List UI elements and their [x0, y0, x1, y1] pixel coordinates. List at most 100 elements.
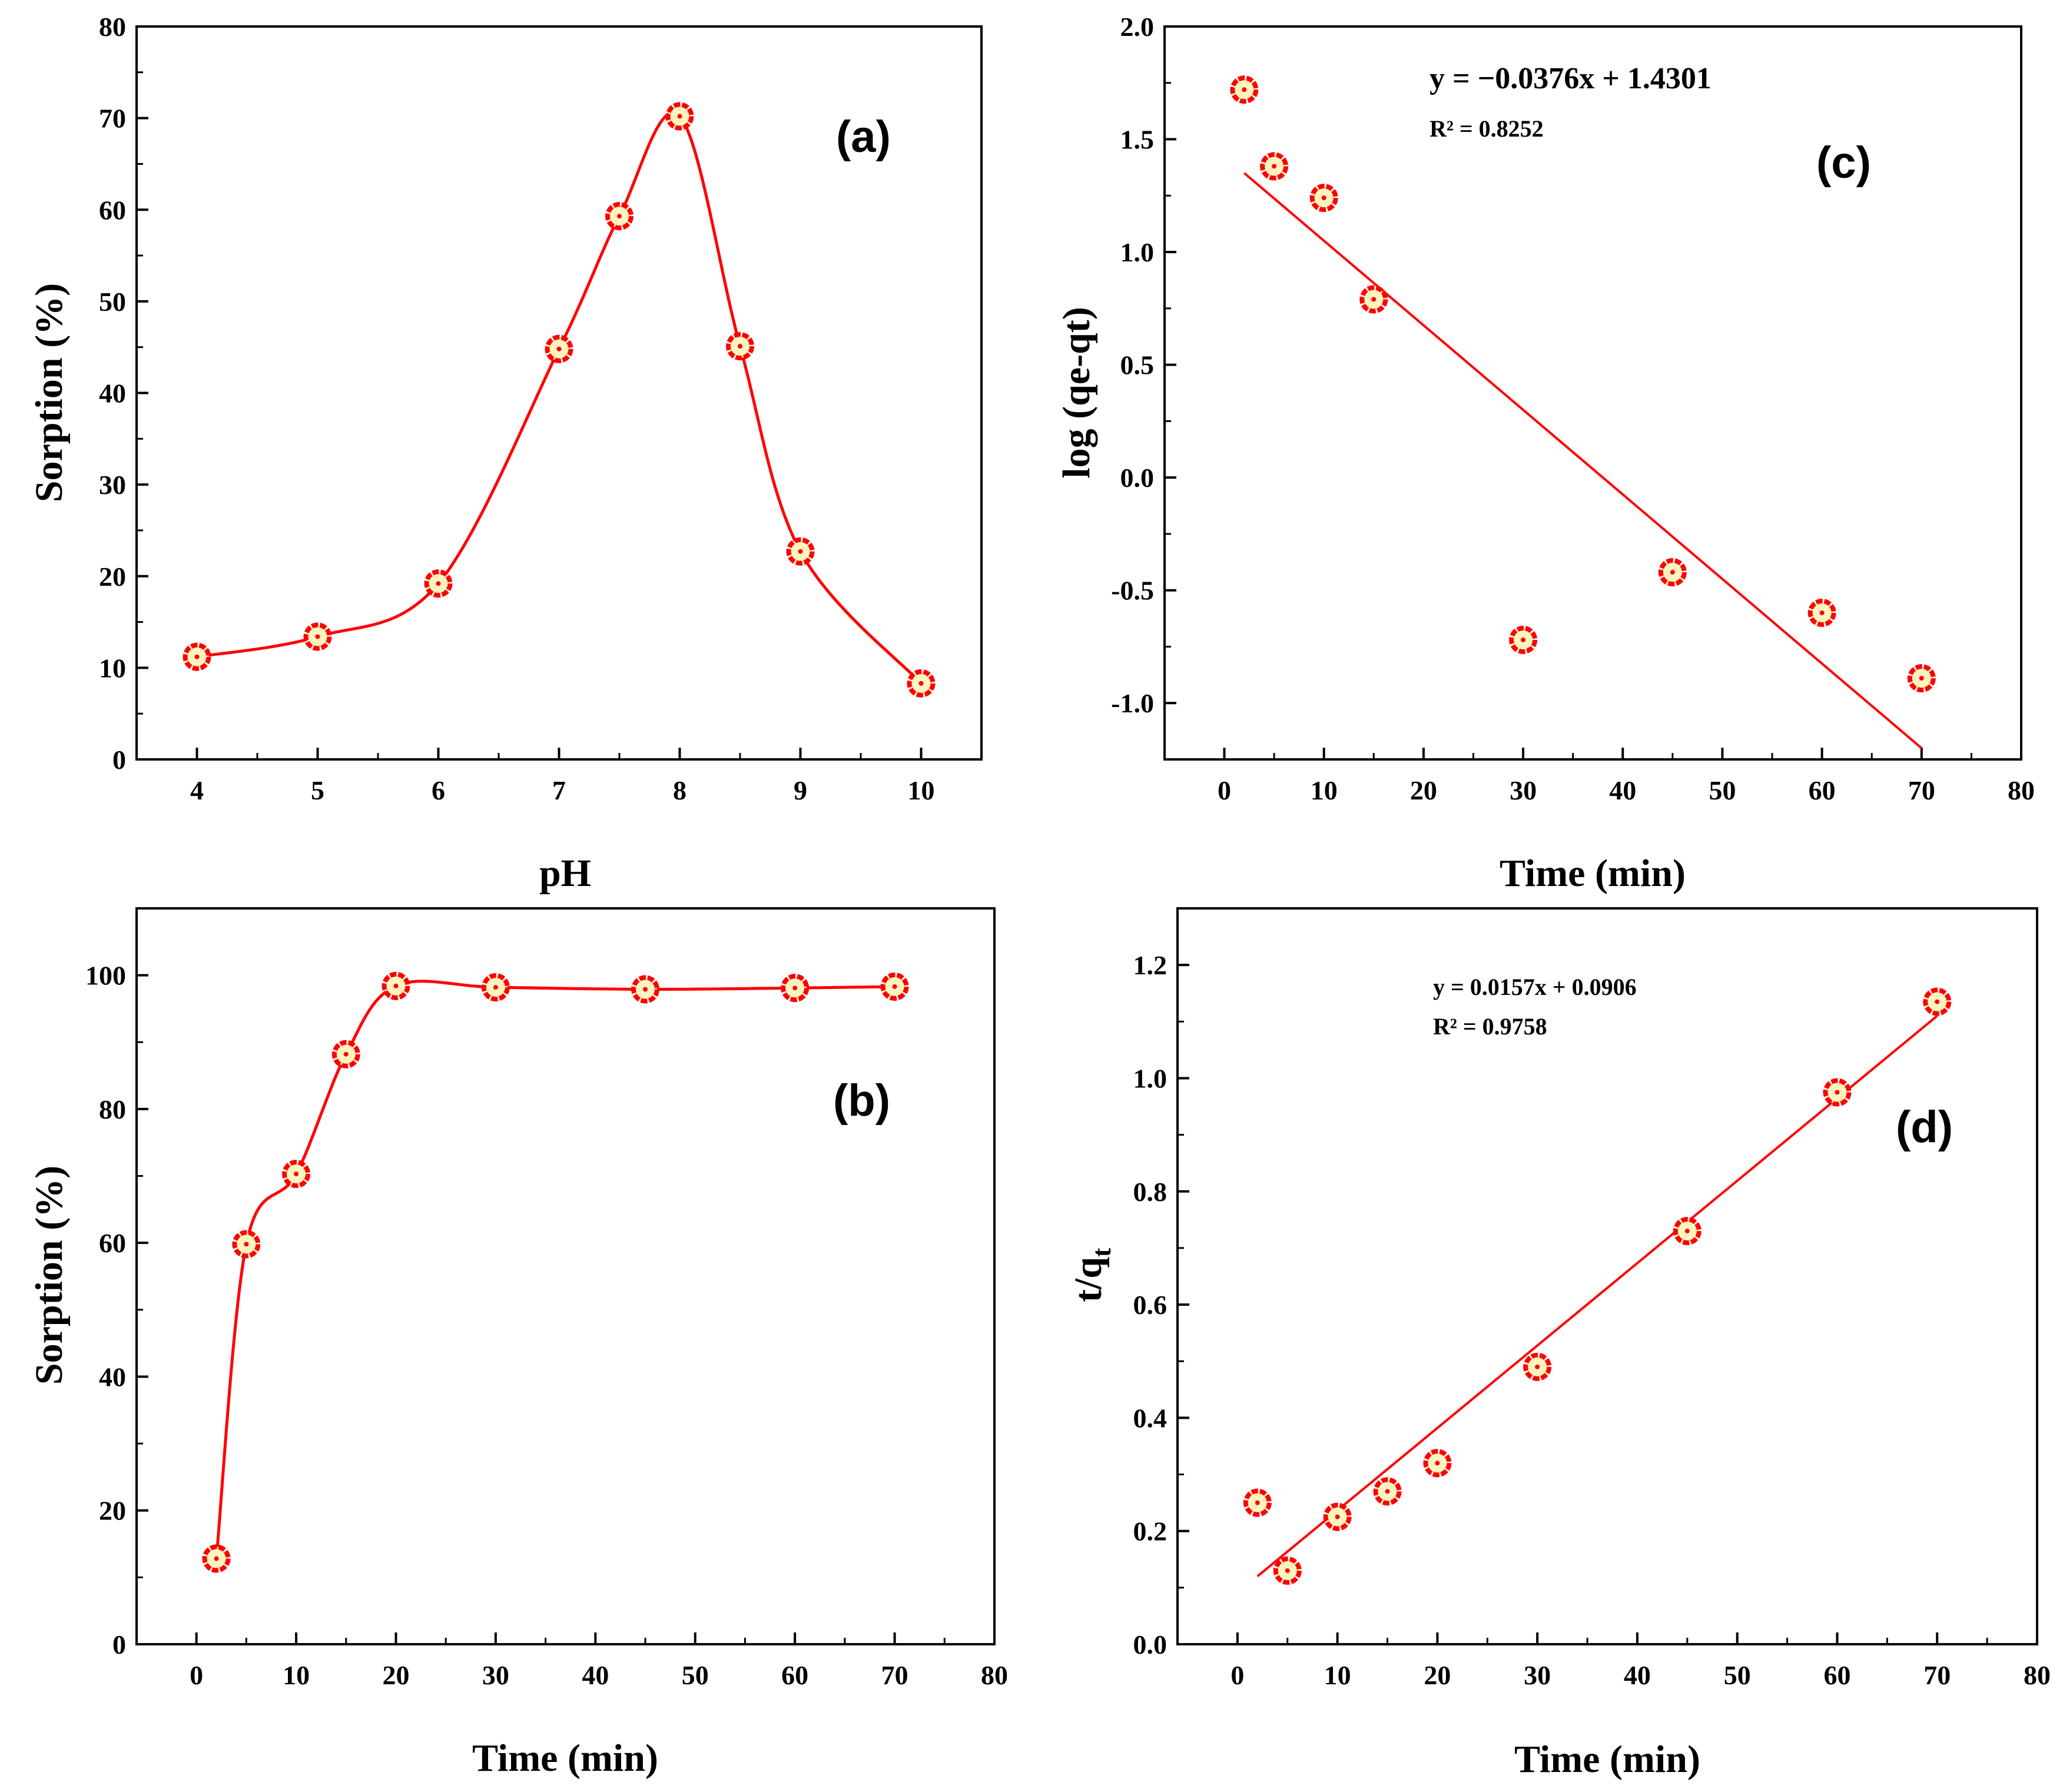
- panel-d-y-axis-title-subscript: t: [1086, 1247, 1116, 1257]
- panel-d-point-center: [1535, 1364, 1540, 1369]
- panel-d-data-point: [1273, 1557, 1302, 1585]
- panel-a-x-tick-label: 10: [908, 775, 935, 805]
- panel-c-y-tick-label: 2.0: [1120, 12, 1155, 42]
- panel-b: 0 10 20 30 40 50 60 70 80 0 20 40 60 80 100 Time (min)…: [28, 907, 1008, 1780]
- panel-c-point-center: [1371, 297, 1377, 302]
- panel-d-y-tick-label: 0.0: [1133, 1630, 1168, 1660]
- panel-b-x-axis-title: Time (min): [472, 1737, 658, 1780]
- panel-a-point-center: [918, 681, 924, 686]
- panel-d-x-axis-title: Time (min): [1514, 1738, 1700, 1781]
- panel-b-y-tick-label: 60: [99, 1228, 126, 1258]
- panel-a-x-tick-label: 5: [311, 775, 324, 805]
- panel-c-point-center: [1521, 637, 1526, 642]
- panel-a-y-tick-label: 20: [99, 562, 126, 592]
- panel-d-data-point: [1823, 1078, 1852, 1107]
- panel-a-data-point: [907, 669, 936, 698]
- panel-b-ticks: 0 10 20 30 40 50 60 70 80 0 20 40 60 80 100: [85, 961, 1008, 1690]
- panel-a-point-center: [677, 114, 682, 119]
- panel-b-point-center: [343, 1051, 349, 1057]
- panel-c-data-point: [1359, 285, 1388, 314]
- panel-d-y-tick-label: 1.2: [1133, 950, 1168, 980]
- panel-a-x-tick-label: 4: [190, 775, 204, 805]
- panel-d-data-point: [1243, 1488, 1272, 1517]
- panel-a-data-point: [545, 334, 573, 363]
- panel-b-point-center: [643, 987, 648, 992]
- panel-b-x-tick-label: 80: [981, 1660, 1008, 1690]
- panel-a-data-point: [303, 622, 332, 651]
- panel-d-point-center: [1684, 1229, 1690, 1234]
- panel-c-y-tick-label: 1.5: [1120, 125, 1155, 155]
- panel-a-y-tick-label: 50: [99, 287, 126, 317]
- panel-c-markers: [1230, 75, 1936, 693]
- panel-d-data-point: [1323, 1502, 1352, 1531]
- panel-c-y-tick-label: 1.0: [1120, 237, 1155, 267]
- panel-b-x-tick-label: 10: [283, 1660, 310, 1690]
- panel-a-data-point: [726, 332, 754, 361]
- panel-d-ticks: 0 10 20 30 40 50 60 70 80 0.0 0.2 0.4 0.6 0.8 1.0 1.2: [1133, 950, 2051, 1690]
- panel-c-data-point: [1230, 75, 1259, 104]
- panel-a-y-tick-label: 0: [112, 745, 126, 775]
- panel-b-x-tick-label: 20: [382, 1660, 409, 1690]
- panel-d-fit-equation: y = 0.0157x + 0.0906: [1433, 974, 1637, 1000]
- panel-c-x-tick-label: 10: [1311, 775, 1338, 805]
- panel-a-x-tick-label: 7: [552, 775, 566, 805]
- panel-c-x-tick-label: 50: [1709, 775, 1736, 805]
- panel-d-point-center: [1835, 1090, 1840, 1095]
- panel-b-data-point: [382, 971, 410, 1000]
- panel-d-y-tick-label: 1.0: [1133, 1063, 1168, 1093]
- panel-c-x-tick-label: 60: [1809, 775, 1836, 805]
- panel-d-y-axis-title: t/qt: [1067, 1247, 1116, 1302]
- panel-d-y-tick-label: 0.2: [1133, 1516, 1168, 1547]
- panel-a-point-center: [315, 634, 320, 639]
- panel-b-y-tick-label: 20: [99, 1496, 126, 1526]
- panel-c-label: (c): [1816, 138, 1871, 188]
- panel-c-y-axis-title: log (qe-qt): [1055, 307, 1098, 478]
- panel-b-markers: [202, 971, 909, 1573]
- panel-c-x-tick-label: 0: [1218, 775, 1231, 805]
- panel-a-x-tick-label: 6: [432, 775, 445, 805]
- panel-d-point-center: [1385, 1489, 1390, 1494]
- panel-d-point-center: [1255, 1500, 1260, 1505]
- panel-a-point-center: [556, 346, 562, 351]
- panel-c-data-point: [1309, 184, 1338, 213]
- panel-c-y-tick-label: 0.5: [1120, 350, 1155, 380]
- panel-a-y-tick-label: 80: [99, 12, 126, 42]
- panel-d-data-point: [1923, 987, 1952, 1016]
- panel-a-y-tick-label: 30: [99, 470, 126, 500]
- panel-b-series-curve: [215, 980, 895, 1559]
- panel-c-y-tick-label: 0.0: [1120, 463, 1155, 493]
- panel-c-point-center: [1272, 164, 1277, 169]
- panel-c-data-point: [1907, 664, 1936, 693]
- panel-c-ticks: 0 10 20 30 40 50 60 70 80 -1.0 -0.5 0.0 0.5 1.0 1.5 2.0: [1111, 12, 2035, 805]
- panel-c-plot-frame: [1163, 25, 2022, 761]
- panel-a-y-tick-label: 40: [99, 379, 126, 409]
- panel-d-x-tick-label: 80: [2024, 1660, 2051, 1690]
- panel-d-x-tick-label: 0: [1230, 1660, 1244, 1690]
- panel-b-data-point: [282, 1160, 311, 1189]
- panel-b-point-center: [294, 1172, 299, 1177]
- panel-a-label: (a): [836, 112, 891, 162]
- panel-a-ticks: 4 5 6 7 8 9 10 0 10 20 30 40 50 60 70 80: [99, 12, 935, 805]
- panel-b-plot-frame: [135, 907, 996, 1645]
- panel-a-data-point: [786, 537, 815, 566]
- panel-b-data-point: [232, 1230, 261, 1259]
- panel-d-data-point: [1523, 1352, 1552, 1381]
- panel-c-x-tick-label: 70: [1908, 775, 1935, 805]
- panel-a-series-curve: [197, 111, 923, 685]
- panel-b-y-axis-title: Sorption (%): [28, 1166, 71, 1385]
- panel-a: 4 5 6 7 8 9 10 0 10 20 30 40 50 60 70 80 pH Sorption (%…: [28, 12, 983, 895]
- panel-b-y-tick-label: 80: [99, 1094, 126, 1124]
- panel-c-point-center: [1242, 87, 1247, 92]
- panel-c-data-point: [1260, 152, 1289, 181]
- panel-d-y-tick-label: 0.4: [1133, 1403, 1168, 1433]
- panel-d-label: (d): [1896, 1102, 1953, 1152]
- panel-a-y-axis-title: Sorption (%): [28, 283, 71, 502]
- panel-d-x-tick-label: 40: [1624, 1660, 1651, 1690]
- panel-d-x-tick-label: 70: [1923, 1660, 1951, 1690]
- panel-a-point-center: [617, 214, 622, 219]
- panel-a-data-point: [605, 202, 634, 231]
- panel-b-data-point: [880, 972, 909, 1001]
- panel-d-point-center: [1435, 1461, 1440, 1466]
- panel-b-point-center: [393, 983, 399, 988]
